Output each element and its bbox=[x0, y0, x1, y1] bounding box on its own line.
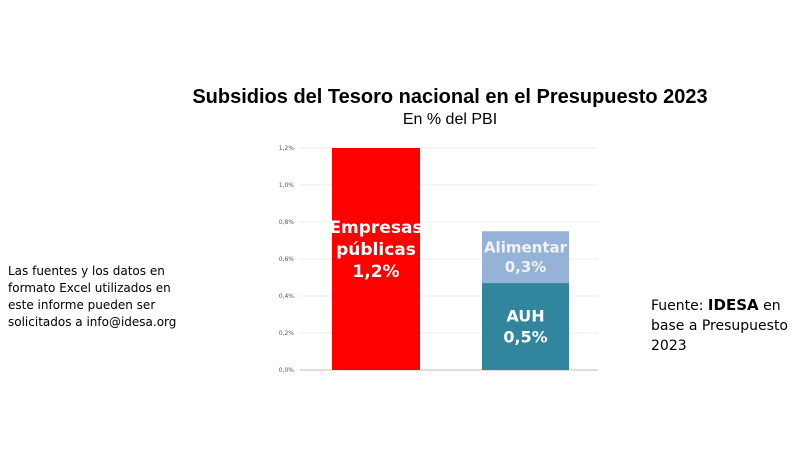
y-tick-label: 0,8% bbox=[279, 219, 295, 226]
source-note: Fuente: IDESA en base a Presupuesto 2023 bbox=[651, 295, 796, 356]
y-tick-label: 0,0% bbox=[279, 367, 295, 374]
y-tick-label: 1,0% bbox=[279, 182, 295, 189]
source-suffix: en base a Presupuesto 2023 bbox=[651, 298, 788, 354]
y-tick-label: 1,2% bbox=[279, 145, 295, 152]
bar-segment bbox=[482, 231, 569, 284]
bar-segment bbox=[482, 283, 569, 370]
y-tick-label: 0,4% bbox=[279, 293, 295, 300]
y-tick-label: 0,6% bbox=[279, 256, 295, 263]
chart-title: Subsidios del Tesoro nacional en el Pres… bbox=[192, 86, 708, 108]
source-brand: IDESA bbox=[707, 296, 759, 314]
bar-segment bbox=[332, 148, 420, 370]
data-request-note: Las fuentes y los datos en formato Excel… bbox=[8, 264, 177, 329]
bar-label: AUH 0,5% bbox=[503, 307, 547, 347]
bar-label: Empresas públicas 1,2% bbox=[329, 218, 422, 282]
source-prefix: Fuente: bbox=[651, 298, 708, 314]
chart-subtitle: En % del PBI bbox=[402, 111, 498, 128]
y-tick-label: 0,2% bbox=[279, 330, 295, 337]
bar-label: Alimentar 0,3% bbox=[484, 239, 568, 277]
